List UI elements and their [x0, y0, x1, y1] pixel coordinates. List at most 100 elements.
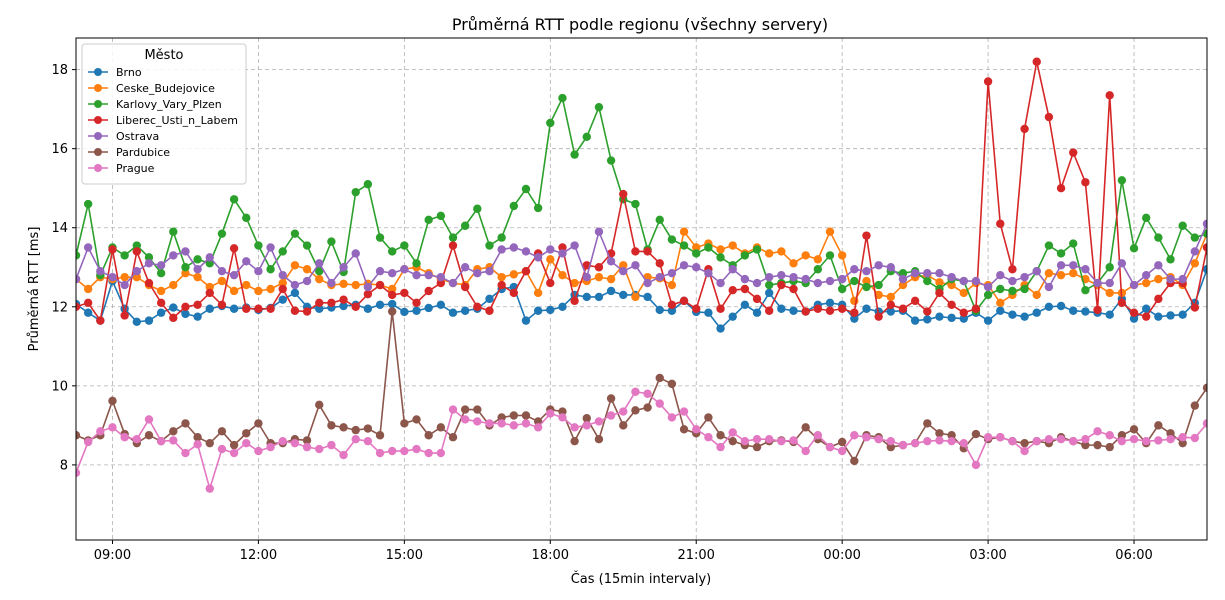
data-point [1105, 310, 1114, 319]
data-point [132, 247, 142, 256]
data-point [485, 267, 494, 276]
legend-swatch-marker [94, 116, 102, 124]
data-point [643, 247, 652, 256]
legend-label: Pardubice [116, 146, 170, 159]
data-point [996, 219, 1005, 228]
data-point [752, 278, 762, 288]
data-point [521, 184, 531, 194]
data-point [302, 241, 312, 250]
x-axis-label: Čas (15min intervaly) [571, 571, 712, 587]
legend-item: Karlovy_Vary_Plzen [88, 98, 222, 111]
data-point [144, 259, 154, 268]
data-point [375, 267, 385, 276]
data-point [886, 307, 896, 316]
data-point [606, 156, 616, 165]
data-point [181, 302, 190, 311]
data-point [910, 296, 920, 306]
data-point [862, 267, 871, 276]
data-point [1056, 261, 1066, 270]
data-point [387, 290, 397, 300]
data-point [862, 433, 871, 442]
data-point [874, 312, 883, 321]
data-point [193, 255, 202, 264]
data-point [558, 413, 567, 422]
data-point [278, 436, 287, 446]
data-point [1081, 435, 1090, 444]
data-point [266, 442, 275, 452]
legend-label: Ceske_Budejovice [116, 82, 215, 95]
data-point [1202, 383, 1207, 393]
data-point [1093, 278, 1102, 288]
data-point [1166, 429, 1175, 438]
data-point [728, 436, 737, 446]
data-point [1178, 221, 1187, 230]
data-point [862, 231, 871, 240]
data-point [278, 278, 287, 288]
data-point [387, 299, 397, 309]
data-point [387, 268, 397, 278]
data-point [558, 93, 567, 103]
data-point [692, 243, 701, 252]
data-point [229, 286, 239, 296]
data-point [1129, 435, 1139, 444]
data-point [837, 437, 847, 447]
data-point [83, 199, 93, 209]
data-point [935, 312, 944, 321]
data-point [692, 249, 701, 258]
data-point [460, 405, 470, 414]
data-point [801, 251, 810, 260]
data-point [850, 431, 859, 440]
data-point [558, 249, 567, 258]
data-point [521, 267, 531, 276]
data-point [132, 435, 142, 444]
data-point [497, 413, 506, 422]
data-point [947, 272, 956, 282]
legend-item: Prague [88, 162, 155, 175]
data-point [764, 435, 774, 444]
series-line [76, 390, 1207, 492]
data-point [655, 399, 664, 408]
data-point [655, 305, 664, 315]
data-point [217, 444, 227, 454]
data-point [1032, 290, 1041, 300]
data-point [631, 292, 640, 302]
data-point [837, 304, 847, 313]
data-point [205, 288, 214, 298]
data-point [667, 280, 677, 290]
data-point [278, 270, 287, 280]
data-point [1202, 265, 1207, 274]
data-point [716, 442, 725, 452]
data-point [1044, 282, 1054, 292]
data-point [96, 267, 105, 276]
data-point [169, 227, 178, 236]
data-point [606, 411, 616, 420]
data-point [1117, 176, 1127, 185]
data-point [558, 407, 567, 416]
data-point [679, 261, 689, 270]
data-point [959, 438, 968, 448]
data-point [1202, 219, 1207, 228]
data-point [1190, 433, 1200, 443]
data-point [546, 118, 555, 128]
data-point [1008, 286, 1017, 296]
data-point [315, 267, 324, 276]
data-point [290, 280, 300, 290]
data-point [448, 433, 458, 442]
data-point [582, 292, 591, 302]
data-point [752, 245, 762, 254]
data-point [837, 446, 847, 456]
data-point [351, 249, 360, 258]
data-point [996, 433, 1005, 442]
data-point [205, 259, 214, 268]
data-point [923, 436, 932, 446]
data-point [947, 300, 956, 310]
data-point [242, 280, 251, 290]
data-point [327, 237, 336, 246]
x-tick-label: 09:00 [94, 548, 131, 563]
data-point [533, 288, 543, 298]
data-point [1081, 265, 1090, 274]
data-point [266, 304, 275, 313]
data-point [704, 433, 713, 442]
data-point [728, 428, 737, 437]
data-point [582, 272, 591, 282]
